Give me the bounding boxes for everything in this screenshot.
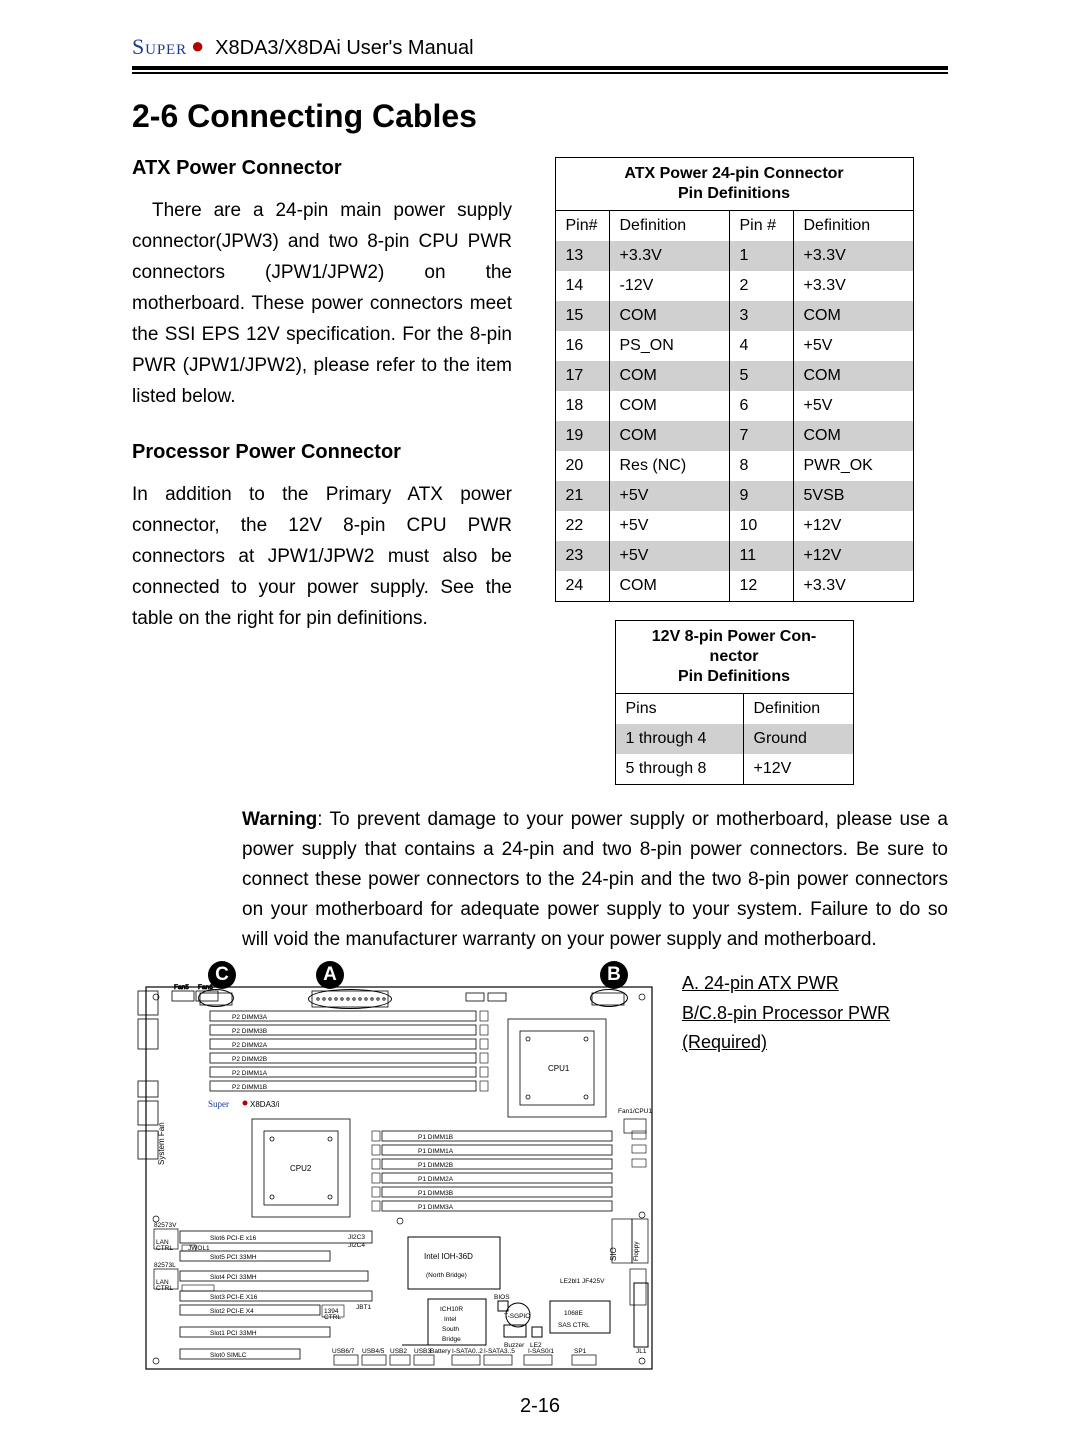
- svg-text:1068E: 1068E: [564, 1310, 583, 1317]
- svg-text:Bridge: Bridge: [442, 1336, 461, 1343]
- th: Pins: [615, 694, 743, 725]
- svg-text:South: South: [442, 1326, 459, 1333]
- page-number: 2-16: [132, 1395, 948, 1418]
- svg-text:P1 DIMM1A: P1 DIMM1A: [418, 1148, 454, 1155]
- svg-text:P2 DIMM2B: P2 DIMM2B: [232, 1056, 267, 1063]
- svg-text:LE2bl1 JF425V: LE2bl1 JF425V: [560, 1278, 605, 1285]
- two-column-upper: ATX Power Connector There are a 24-pin m…: [132, 157, 948, 785]
- svg-text:ICH10R: ICH10R: [440, 1306, 463, 1313]
- warning-label: Warning: [242, 809, 317, 830]
- svg-text:USB3: USB3: [414, 1348, 431, 1355]
- ring-icon: [198, 989, 234, 1007]
- svg-text:Intel: Intel: [444, 1316, 457, 1323]
- th: Pin #: [729, 211, 793, 242]
- svg-text:T-SGPIO: T-SGPIO: [504, 1313, 530, 1320]
- motherboard-svg: System Fan Fan5 Fan6: [132, 969, 666, 1379]
- svg-text:JL1: JL1: [636, 1348, 647, 1355]
- svg-text:JI2C4: JI2C4: [348, 1242, 365, 1249]
- th: Definition: [793, 211, 913, 242]
- board-diagram: C A B System Fan: [132, 969, 666, 1379]
- legend-line: B/C.8-pin Processor PWR: [682, 999, 890, 1029]
- svg-text:(North Bridge): (North Bridge): [426, 1272, 467, 1279]
- subheading-atx: ATX Power Connector: [132, 157, 512, 180]
- svg-text:82573L: 82573L: [154, 1262, 176, 1269]
- svg-text:P1 DIMM1B: P1 DIMM1B: [418, 1134, 453, 1141]
- svg-text:P2 DIMM1A: P2 DIMM1A: [232, 1070, 268, 1077]
- svg-text:System Fan: System Fan: [157, 1122, 166, 1165]
- svg-text:Intel IOH-36D: Intel IOH-36D: [424, 1252, 473, 1261]
- th: Definition: [609, 211, 729, 242]
- bottom-row: C A B System Fan: [132, 969, 948, 1379]
- svg-text:P2 DIMM3B: P2 DIMM3B: [232, 1028, 267, 1035]
- th: Definition: [743, 694, 853, 725]
- svg-text:USB2: USB2: [390, 1348, 407, 1355]
- subheading-cpu: Processor Power Connector: [132, 441, 512, 464]
- svg-text:P1 DIMM3A: P1 DIMM3A: [418, 1204, 454, 1211]
- svg-text:P1 DIMM3B: P1 DIMM3B: [418, 1190, 453, 1197]
- warning-text: : To prevent damage to your power supply…: [242, 809, 948, 950]
- svg-text:SP1: SP1: [574, 1348, 587, 1355]
- svg-text:SAS CTRL: SAS CTRL: [558, 1322, 590, 1329]
- svg-text:I-SATA3..5: I-SATA3..5: [484, 1348, 515, 1355]
- svg-text:Fan5: Fan5: [174, 984, 189, 991]
- callout-a-icon: A: [316, 961, 344, 989]
- svg-text:CPU1: CPU1: [548, 1064, 570, 1073]
- svg-text:USB4/5: USB4/5: [362, 1348, 385, 1355]
- manual-page: Super X8DA3/X8DAi User's Manual 2-6 Conn…: [0, 0, 1080, 1442]
- svg-text:Slot5 PCI 33MH: Slot5 PCI 33MH: [210, 1254, 257, 1261]
- svg-text:Floppy: Floppy: [633, 1241, 640, 1261]
- svg-text:Slot3 PCI-E X16: Slot3 PCI-E X16: [210, 1294, 258, 1301]
- svg-text:CPU2: CPU2: [290, 1164, 312, 1173]
- paragraph-atx: There are a 24-pin main power supply con…: [132, 196, 512, 413]
- left-column: ATX Power Connector There are a 24-pin m…: [132, 157, 512, 785]
- svg-text:JI2C3: JI2C3: [348, 1234, 365, 1241]
- svg-text:Battery: Battery: [430, 1348, 451, 1355]
- svg-text:CTRL: CTRL: [324, 1314, 341, 1321]
- section-heading: 2-6 Connecting Cables: [132, 98, 948, 135]
- svg-text:I-SAS0/1: I-SAS0/1: [528, 1348, 554, 1355]
- callout-c-icon: C: [208, 961, 236, 989]
- ring-icon: [308, 989, 392, 1009]
- diagram-legend: A. 24-pin ATX PWR B/C.8-pin Processor PW…: [682, 969, 890, 1058]
- svg-text:Slot2 PCI-E X4: Slot2 PCI-E X4: [210, 1308, 254, 1315]
- table-8pin-caption: 12V 8-pin Power Con- nector Pin Definiti…: [615, 620, 854, 693]
- svg-text:X8DA3/i: X8DA3/i: [250, 1100, 280, 1109]
- logo-text: Super: [132, 34, 205, 60]
- divider: [132, 66, 948, 70]
- page-header: Super X8DA3/X8DAi User's Manual: [132, 34, 948, 60]
- svg-text:P2 DIMM3A: P2 DIMM3A: [232, 1014, 268, 1021]
- header-title: X8DA3/X8DAi User's Manual: [215, 37, 473, 60]
- warning-paragraph: Warning: To prevent damage to your power…: [242, 805, 948, 955]
- svg-text:Fan1/CPU1: Fan1/CPU1: [618, 1108, 652, 1115]
- right-column: ATX Power 24-pin Connector Pin Definitio…: [540, 157, 928, 785]
- ring-icon: [590, 989, 628, 1007]
- th: Pin#: [555, 211, 609, 242]
- svg-text:Slot4 PCI 33MH: Slot4 PCI 33MH: [210, 1274, 257, 1281]
- legend-line: A. 24-pin ATX PWR: [682, 969, 890, 999]
- callout-b-icon: B: [600, 961, 628, 989]
- svg-text:JBT1: JBT1: [356, 1304, 372, 1311]
- svg-text:USB6/7: USB6/7: [332, 1348, 355, 1355]
- svg-text:P1 DIMM2B: P1 DIMM2B: [418, 1162, 453, 1169]
- svg-text:BIOS: BIOS: [494, 1294, 510, 1301]
- table-8pin: 12V 8-pin Power Con- nector Pin Definiti…: [615, 620, 854, 785]
- svg-text:P2 DIMM1B: P2 DIMM1B: [232, 1084, 267, 1091]
- divider: [132, 72, 948, 74]
- svg-text:Slot6 PCI-E x16: Slot6 PCI-E x16: [210, 1235, 257, 1242]
- svg-text:P2 DIMM2A: P2 DIMM2A: [232, 1042, 268, 1049]
- paragraph-cpu: In addition to the Primary ATX power con…: [132, 480, 512, 635]
- table-24pin-caption: ATX Power 24-pin Connector Pin Definitio…: [555, 157, 914, 210]
- svg-text:SIO: SIO: [609, 1247, 618, 1261]
- legend-line: (Required): [682, 1028, 890, 1058]
- svg-text:82573V: 82573V: [154, 1222, 177, 1229]
- svg-text:Slot1 PCI 33MH: Slot1 PCI 33MH: [210, 1330, 257, 1337]
- svg-text:CTRL: CTRL: [156, 1245, 173, 1252]
- svg-text:Slot0 SIMLC: Slot0 SIMLC: [210, 1352, 247, 1359]
- svg-text:CTRL: CTRL: [156, 1285, 173, 1292]
- svg-text:P1 DIMM2A: P1 DIMM2A: [418, 1176, 454, 1183]
- svg-text:Super: Super: [208, 1099, 229, 1109]
- svg-text:I-SATA0..2: I-SATA0..2: [452, 1348, 483, 1355]
- svg-text:JWOL1: JWOL1: [188, 1245, 210, 1252]
- table-24pin: ATX Power 24-pin Connector Pin Definitio…: [555, 157, 914, 602]
